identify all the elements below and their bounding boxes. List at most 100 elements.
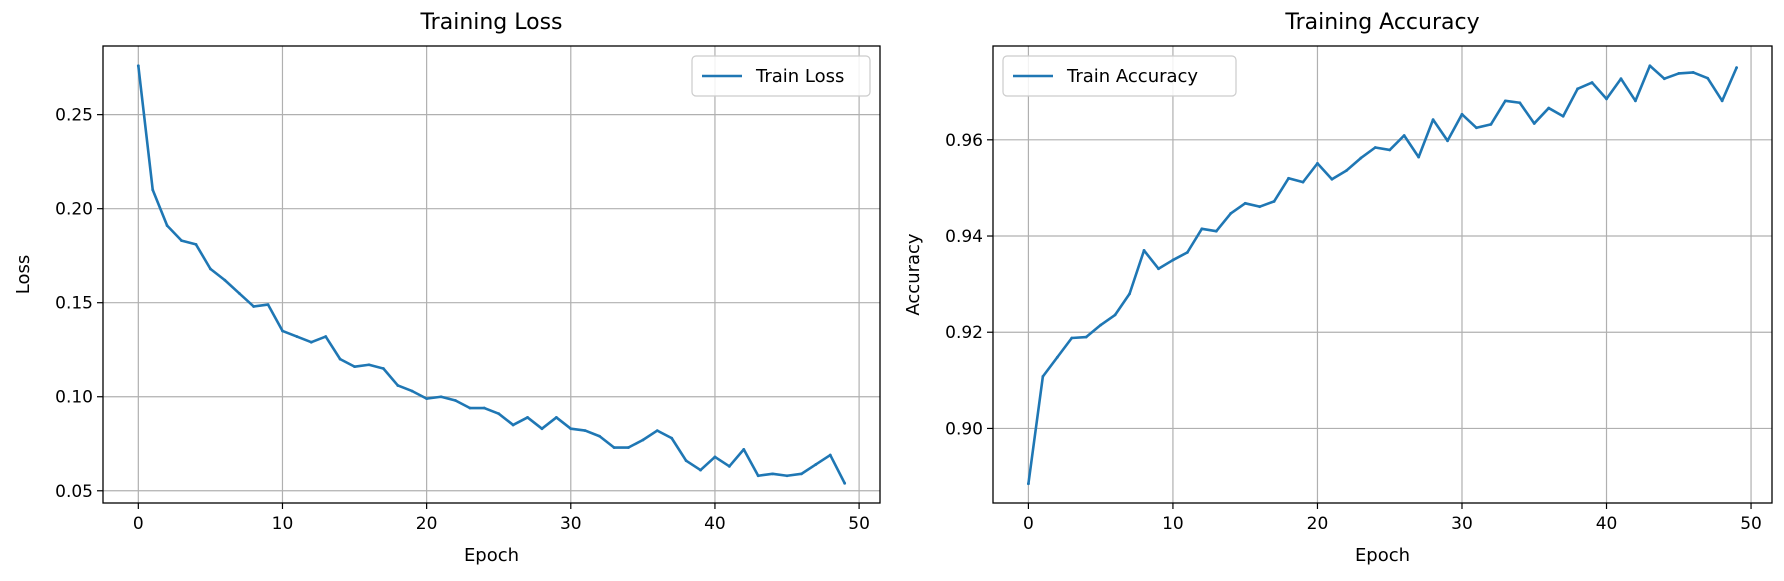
train-loss-point	[425, 397, 429, 401]
legend-label: Train Loss	[755, 66, 844, 87]
x-tick-label: 40	[704, 514, 726, 534]
train-accuracy-point	[1157, 267, 1160, 271]
y-tick-label: 0.90	[945, 419, 983, 439]
x-tick-label: 40	[1596, 514, 1618, 534]
chart-title: Training Loss	[419, 10, 562, 35]
train-accuracy-point	[1287, 176, 1290, 180]
y-tick-label: 0.10	[55, 388, 93, 408]
train-loss-point	[367, 363, 371, 367]
train-loss-point	[281, 329, 284, 333]
train-loss-point	[353, 365, 356, 369]
train-accuracy-point	[1373, 146, 1377, 149]
train-loss-point	[641, 438, 645, 442]
train-loss-point	[309, 340, 313, 344]
x-axis-label: Epoch	[1355, 545, 1410, 566]
train-accuracy-point	[1691, 71, 1695, 74]
train-accuracy-point	[1055, 355, 1059, 359]
train-loss-point	[771, 472, 775, 476]
train-accuracy-point	[1475, 126, 1478, 130]
train-loss-point	[511, 423, 515, 427]
train-accuracy-point	[1070, 336, 1074, 340]
train-loss-point	[598, 434, 602, 438]
train-loss-point	[468, 406, 472, 410]
train-accuracy-point	[1590, 81, 1594, 84]
train-loss-point	[454, 399, 457, 402]
legend-box	[691, 55, 871, 97]
train-accuracy-point	[1330, 177, 1334, 181]
y-axis-label: Loss	[13, 255, 34, 294]
y-tick-label: 0.05	[55, 482, 93, 502]
train-accuracy-point	[1027, 482, 1030, 486]
x-tick-label: 0	[133, 514, 144, 534]
train-accuracy-point	[1605, 97, 1608, 101]
legend-box	[1002, 55, 1237, 97]
train-loss-point	[526, 416, 529, 419]
x-tick-label: 50	[1740, 514, 1762, 534]
train-accuracy-point	[1417, 155, 1421, 159]
train-loss-point	[583, 429, 587, 432]
train-loss-point	[338, 357, 342, 361]
train-loss-point	[136, 64, 140, 68]
train-loss-point	[814, 463, 818, 466]
train-accuracy-point	[1084, 335, 1088, 339]
train-loss-line	[137, 64, 846, 485]
train-accuracy-point	[1243, 201, 1247, 205]
y-axis-label: Accuracy	[903, 233, 924, 316]
train-loss-point	[482, 406, 486, 410]
x-tick-label: 50	[848, 514, 870, 534]
train-accuracy-point	[1431, 118, 1435, 122]
train-accuracy-point	[1214, 229, 1218, 233]
x-tick-label: 10	[272, 514, 294, 534]
train-accuracy-point	[1662, 77, 1666, 81]
train-accuracy-point	[1503, 99, 1507, 103]
train-loss-point	[684, 459, 688, 463]
train-loss-point	[381, 367, 385, 370]
y-tick-label: 0.25	[55, 106, 93, 126]
train-accuracy-point	[1229, 212, 1233, 215]
plot-frame	[102, 45, 881, 504]
train-accuracy-point	[1142, 249, 1146, 252]
train-loss-point	[756, 474, 760, 478]
train-loss-point	[439, 395, 443, 399]
train-loss-point	[612, 446, 616, 449]
train-accuracy-point	[1489, 123, 1493, 126]
train-loss-point	[785, 474, 789, 478]
train-loss-point	[540, 427, 544, 431]
legend: Train Loss	[691, 55, 871, 97]
train-loss-point	[843, 481, 847, 485]
train-loss-point	[800, 472, 803, 476]
train-accuracy-point	[1634, 99, 1637, 103]
train-accuracy-point	[1460, 112, 1464, 116]
x-tick-label: 30	[560, 514, 582, 534]
y-tick-label: 0.20	[55, 200, 93, 220]
plot-frame	[992, 45, 1773, 504]
legend: Train Accuracy	[1002, 55, 1237, 97]
train-accuracy-point	[1272, 199, 1276, 203]
train-loss-point	[396, 384, 400, 387]
train-loss-point	[237, 291, 241, 295]
y-tick-label: 0.15	[55, 294, 93, 314]
train-accuracy-point	[1547, 106, 1551, 110]
train-accuracy-point	[1128, 292, 1131, 296]
train-loss-point	[699, 468, 702, 472]
train-accuracy-point	[1619, 77, 1623, 81]
train-loss-point	[655, 429, 659, 432]
train-accuracy-point	[1720, 99, 1724, 103]
x-tick-label: 30	[1451, 514, 1473, 534]
train-accuracy-point	[1099, 323, 1103, 327]
legend-label: Train Accuracy	[1066, 66, 1198, 87]
train-loss-point	[670, 436, 674, 440]
x-tick-label: 20	[416, 514, 438, 534]
train-loss-point	[180, 239, 183, 243]
train-accuracy-point	[1706, 76, 1710, 80]
train-loss-point	[266, 303, 270, 306]
y-tick-label: 0.92	[945, 323, 983, 343]
train-accuracy-point	[1648, 64, 1652, 68]
train-loss-point	[410, 389, 414, 393]
training-loss-panel: 0 10 20 30 40 50 0.05 0.10 0.15 0.20 0.25 Training …	[13, 10, 881, 566]
train-loss-point	[324, 335, 328, 338]
train-accuracy-point	[1316, 161, 1319, 165]
train-accuracy-point	[1200, 227, 1204, 231]
train-loss-point	[223, 278, 227, 282]
